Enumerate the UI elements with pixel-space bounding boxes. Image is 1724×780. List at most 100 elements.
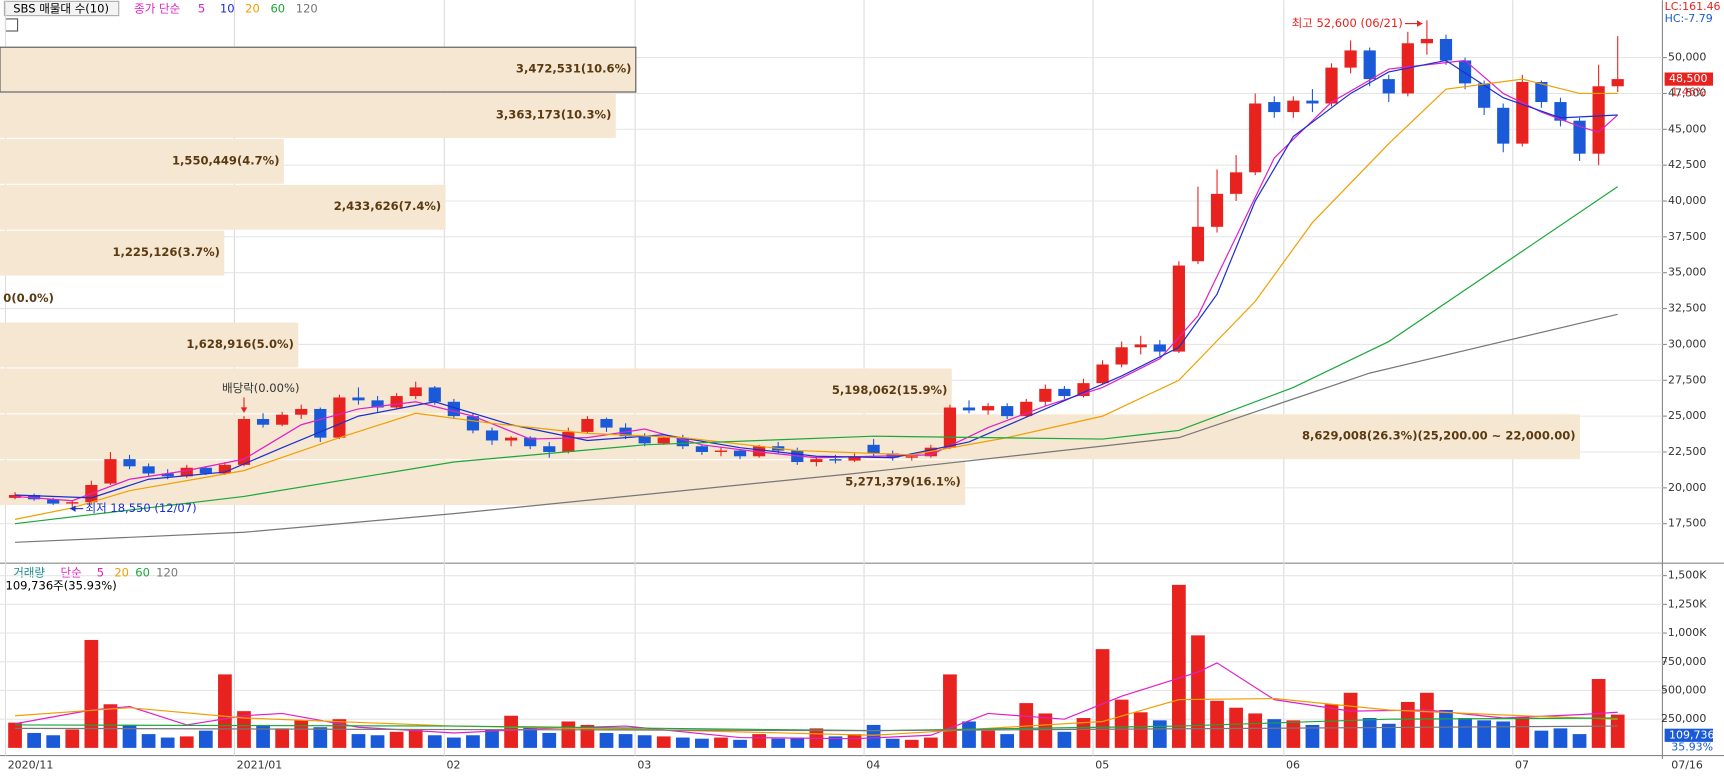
volume-bar — [466, 735, 480, 748]
volume-bar — [65, 729, 80, 748]
candle-body — [1554, 102, 1567, 121]
volume-profile-bar — [0, 368, 952, 414]
candle-body — [256, 418, 270, 425]
volume-profile-bar — [0, 184, 446, 230]
candle-body — [1439, 38, 1453, 61]
candle-body — [1516, 81, 1529, 144]
volume-bar — [1267, 719, 1282, 748]
candle-body — [371, 400, 384, 408]
volume-title: 거래량 — [13, 566, 45, 580]
candle-body — [1249, 103, 1262, 173]
hc-info: HC:-7.79 — [1665, 12, 1713, 25]
candle-body — [1134, 344, 1147, 348]
volume-bar — [904, 739, 919, 748]
volume-bar — [714, 737, 728, 748]
candle-body — [1191, 226, 1205, 262]
volume-bar — [1248, 713, 1263, 748]
candle-body — [1210, 193, 1224, 227]
volume-bar — [1381, 723, 1396, 748]
volume-bar — [637, 735, 652, 748]
volume-bar — [1572, 734, 1587, 748]
volume-bar — [962, 721, 976, 748]
volume-bar — [1400, 701, 1415, 748]
volume-bar — [160, 737, 175, 748]
lc-info: LC:161.46 — [1665, 0, 1721, 13]
volume-bar — [84, 639, 99, 748]
candle-body — [66, 502, 79, 504]
candle-body — [1611, 79, 1624, 87]
candle-body — [657, 437, 670, 444]
ma-line — [15, 59, 1618, 499]
y-tick-label: 50,000 — [1668, 51, 1706, 64]
volume-bar — [275, 728, 290, 748]
ma-line — [14, 78, 1618, 520]
annotation: 배당락(0.00%) — [222, 381, 299, 395]
volume-profile-label: 0(0.0%) — [3, 291, 54, 305]
chart-title: SBS 매물대 수(10) — [13, 2, 109, 16]
x-tick-label: 04 — [866, 758, 880, 771]
candle-body — [638, 436, 651, 444]
x-tick-label: 06 — [1286, 758, 1300, 771]
candle-body — [1497, 107, 1510, 144]
volume-bar — [218, 674, 232, 748]
volume-bar — [981, 730, 995, 748]
volume-bar — [656, 736, 671, 748]
candle-body — [352, 397, 365, 401]
volume-bar — [351, 734, 366, 748]
volume-bar — [943, 674, 957, 748]
volume-bar — [1458, 718, 1472, 748]
candle-body — [1306, 100, 1319, 104]
volume-bar — [1095, 649, 1110, 748]
volume-bar — [1420, 692, 1434, 748]
legend-entry: 5 — [198, 2, 205, 16]
ma-line — [14, 186, 1619, 525]
volume-bar — [1477, 720, 1492, 748]
volume-change: 35.93% — [1671, 740, 1713, 753]
volume-bar — [790, 737, 805, 748]
volume-bar — [542, 732, 557, 748]
volume-bar — [1305, 724, 1320, 748]
volume-profile-label: 3,363,173(10.3%) — [496, 107, 611, 121]
arrow-head — [240, 407, 248, 413]
volume-bar — [1057, 731, 1072, 748]
volume-bar — [294, 720, 309, 748]
candle-body — [47, 499, 60, 504]
volume-bar — [1534, 730, 1549, 748]
volume-profile-bar — [0, 322, 299, 368]
volume-bar — [1515, 716, 1530, 748]
volume-bar — [446, 737, 461, 748]
candle-body — [237, 418, 251, 465]
volume-bar — [389, 731, 404, 748]
end-date: 07/16 — [1671, 758, 1703, 771]
volume-bar — [1133, 712, 1148, 748]
volume-bar — [771, 738, 786, 748]
volume-profile-label: 1,628,916(5.0%) — [186, 337, 293, 351]
volume-bar — [427, 735, 442, 748]
candle-body — [1153, 344, 1166, 352]
candle-body — [848, 456, 861, 461]
volume-bar — [504, 715, 518, 748]
price-change: 1.46% — [1671, 85, 1706, 98]
y-tick-label: 27,500 — [1668, 373, 1706, 386]
candle-body — [1096, 364, 1109, 384]
volume-profile-label: 5,271,379(16.1%) — [845, 475, 960, 489]
volume-profile-bar — [0, 139, 284, 184]
volume-bar — [1610, 714, 1625, 748]
volume-bar — [561, 721, 576, 748]
legend-entry: 5 — [97, 566, 104, 580]
menu-icon[interactable] — [4, 18, 19, 32]
volume-legend-label: 단순 — [60, 566, 82, 580]
candle-body — [180, 467, 193, 477]
candle-body — [600, 418, 613, 428]
candle-body — [485, 430, 499, 441]
candle-body — [562, 431, 575, 452]
candle-body — [1058, 388, 1071, 397]
annotation: 최저 18,550 (12/07) — [85, 501, 196, 515]
ma-line — [15, 313, 1618, 543]
volume-profile-bar — [0, 460, 966, 506]
volume-bar — [1191, 635, 1205, 748]
candle-body — [905, 456, 918, 458]
volume-bar — [256, 724, 270, 748]
legend-entry: 60 — [135, 566, 150, 580]
